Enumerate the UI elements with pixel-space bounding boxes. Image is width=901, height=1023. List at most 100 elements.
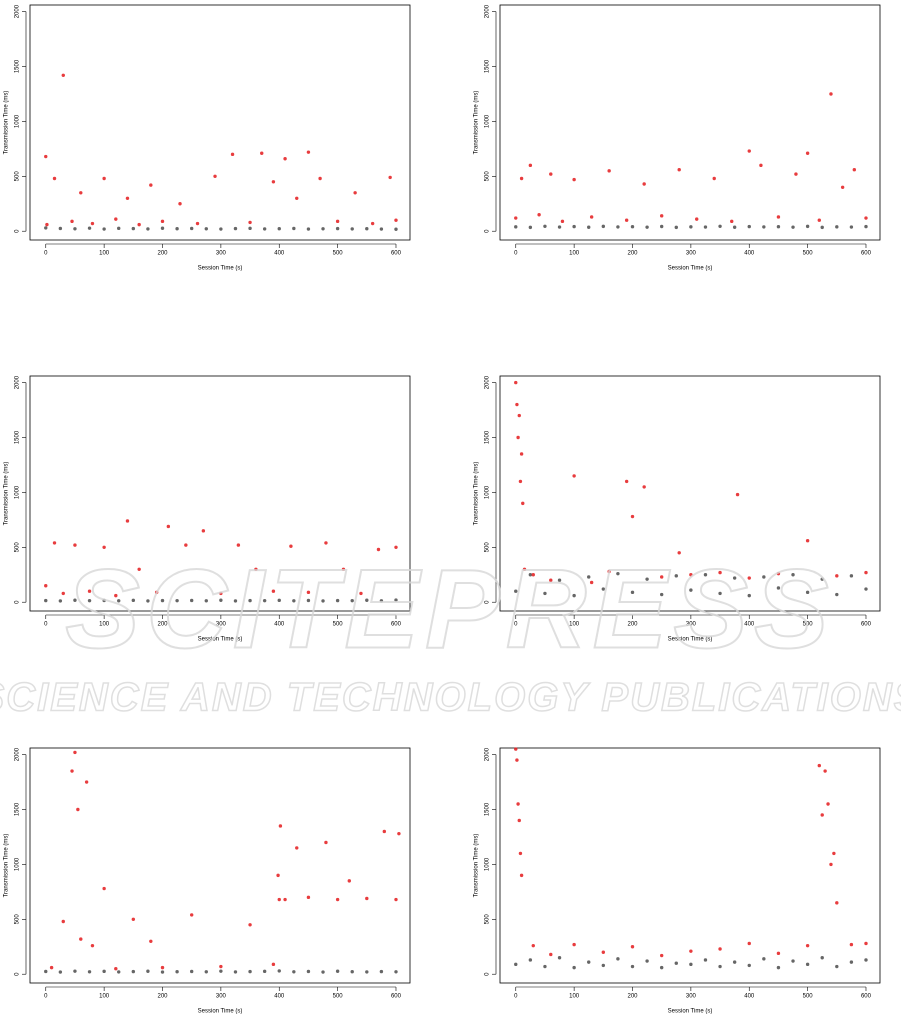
data-point [350,227,354,231]
data-point [572,965,576,970]
y-tick-label: 0 [15,229,21,233]
data-point [817,218,821,222]
data-point [823,769,827,773]
x-tick-label: 0 [44,622,48,628]
data-point [607,569,611,574]
data-point [230,152,235,157]
data-point [90,221,95,226]
y-axis-label: Transmission Time (ms) [4,91,10,155]
data-point [835,592,839,597]
y-axis-label: Transmission Time (ms) [474,462,480,526]
data-point [518,479,523,484]
data-point [645,959,649,963]
data-point [572,593,576,598]
data-point [117,226,121,231]
y-tick-label: 0 [485,972,491,976]
data-point [630,514,635,519]
data-point [587,575,591,579]
data-point [73,598,77,602]
data-point [306,150,311,154]
x-tick-label: 400 [744,994,755,1000]
data-point [292,226,296,231]
data-point [515,758,519,762]
data-point [849,942,854,947]
data-point [58,599,63,603]
y-axis-label: Transmission Time (ms) [474,91,480,155]
data-point [835,901,839,905]
data-point [114,967,118,971]
data-point [759,163,763,168]
data-point [166,524,171,529]
data-point [516,435,520,440]
data-point [248,220,252,225]
data-point [262,227,267,231]
x-tick-label: 0 [44,994,48,1000]
data-point [514,962,518,967]
data-point [44,226,48,230]
data-point [601,950,606,954]
data-point [718,224,722,228]
data-point [791,225,795,229]
data-point [394,970,398,974]
data-point [335,226,340,231]
data-point [84,780,89,784]
data-point [79,937,83,941]
data-point [557,225,562,229]
data-point [277,598,281,603]
y-axis-label: Transmission Time (ms) [4,462,10,526]
y-tick-label: 2000 [15,4,21,18]
data-point [160,219,165,224]
data-point [131,226,136,231]
data-point [747,963,751,968]
data-point [805,151,810,155]
data-point [44,154,48,159]
data-point [283,157,287,161]
y-tick-label: 1000 [15,114,21,128]
data-point [747,941,751,946]
data-point [347,879,351,883]
data-point [233,599,238,603]
x-tick-label: 400 [744,251,755,257]
data-point [645,225,649,229]
y-tick-label: 1000 [15,485,21,499]
data-point [528,573,533,577]
data-point [805,962,810,967]
data-point [840,185,845,189]
data-point [146,969,150,973]
data-point [324,840,328,845]
data-point [849,225,854,229]
data-point [762,575,766,579]
x-tick-label: 300 [686,251,697,257]
data-point [864,570,868,575]
y-tick-label: 0 [485,600,491,604]
x-tick-label: 100 [569,994,580,1000]
x-tick-label: 400 [744,622,755,628]
y-tick-label: 1500 [485,430,491,444]
data-point [659,224,664,229]
watermark-tagline: SCIENCE AND TECHNOLOGY PUBLICATIONS [0,676,901,720]
data-point [61,919,65,924]
data-point [659,965,664,970]
data-point [306,227,311,231]
data-point [601,224,606,229]
data-point [560,219,565,224]
data-point [732,960,737,964]
data-point [195,221,200,226]
data-point [762,957,766,961]
data-point [189,913,194,917]
x-tick-label: 500 [333,251,344,257]
data-point [353,191,357,195]
data-point [87,589,92,593]
data-point [703,958,708,962]
data-point [154,590,159,595]
data-point [514,225,518,229]
data-point [394,218,398,222]
data-point [102,176,106,181]
data-point [695,217,699,221]
data-point [718,947,722,951]
data-point [379,599,384,603]
data-point [791,959,795,963]
data-point [292,599,296,603]
y-axis-label: Transmission Time (ms) [4,834,10,898]
